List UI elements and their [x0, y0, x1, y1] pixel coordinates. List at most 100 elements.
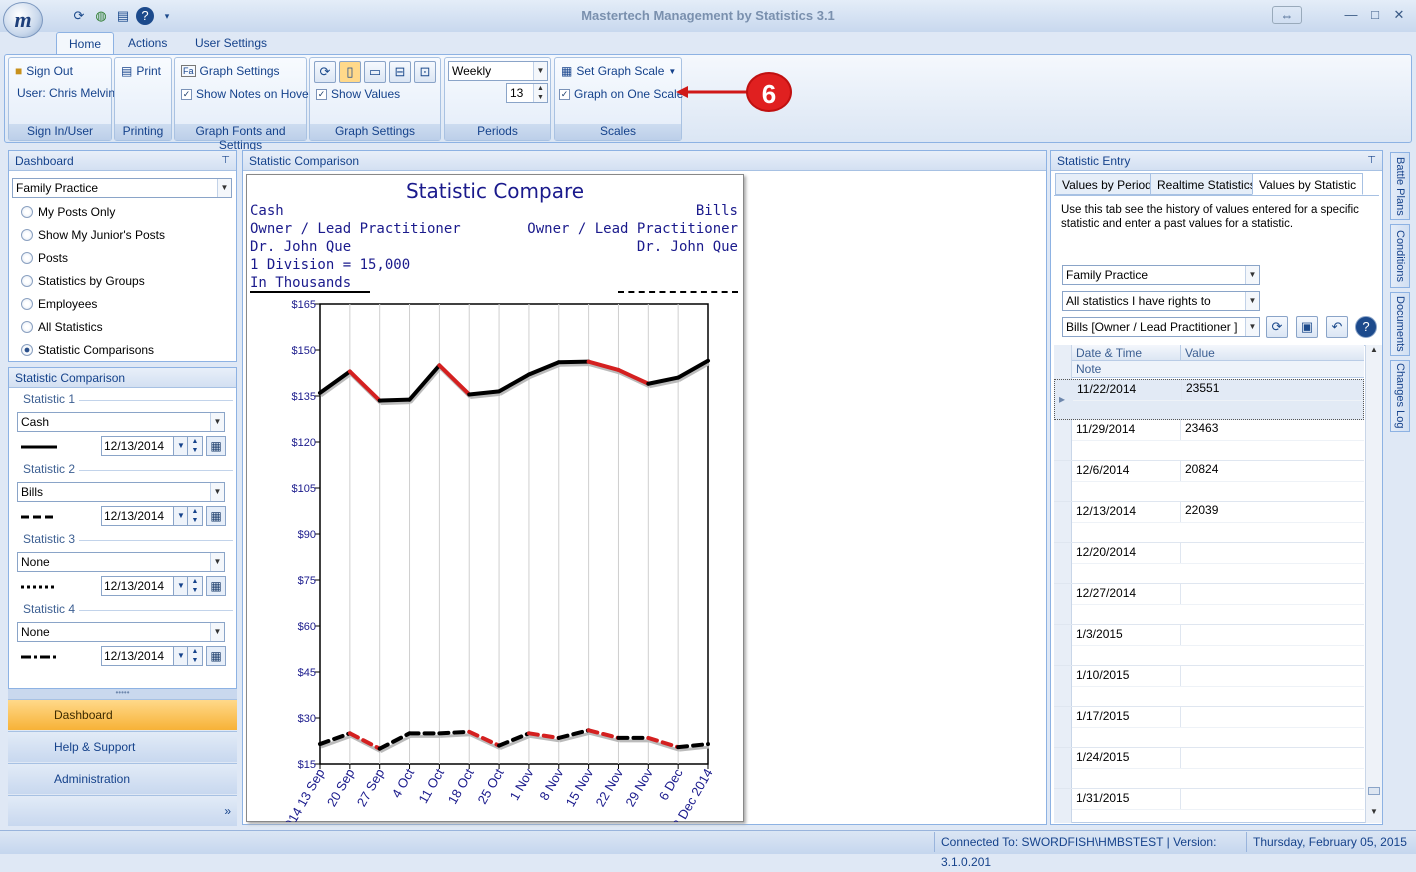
- cell-note[interactable]: [1072, 768, 1364, 769]
- calendar-icon[interactable]: ▦: [206, 436, 226, 456]
- scroll-up-icon[interactable]: ▲: [1370, 345, 1378, 354]
- show-values-checkbox[interactable]: ✓ Show Values: [316, 87, 401, 101]
- close-button[interactable]: ✕: [1393, 7, 1405, 22]
- cell-note[interactable]: [1072, 604, 1364, 605]
- undo-icon[interactable]: ↶: [1326, 316, 1348, 338]
- col-date[interactable]: Date & Time: [1076, 346, 1143, 360]
- dashboard-option-0[interactable]: My Posts Only: [21, 205, 115, 219]
- calendar-icon[interactable]: ▦: [206, 576, 226, 596]
- calendar-icon[interactable]: ▦: [206, 646, 226, 666]
- dashboard-option-4[interactable]: Employees: [21, 297, 97, 311]
- table-row[interactable]: 1/31/2015: [1054, 789, 1364, 830]
- table-row[interactable]: 1/10/2015: [1054, 666, 1364, 707]
- graph-settings-button[interactable]: Fa Graph Settings: [181, 64, 280, 78]
- maximize-button[interactable]: □: [1371, 7, 1379, 22]
- date-spinner-icon[interactable]: ▲ ▼: [187, 436, 203, 456]
- cell-value[interactable]: 23551: [1181, 380, 1219, 400]
- dashboard-option-6[interactable]: Statistic Comparisons: [21, 343, 154, 357]
- set-graph-scale-button[interactable]: ▦ Set Graph Scale ▼: [561, 64, 677, 78]
- split-page-icon[interactable]: ⊟: [389, 61, 411, 83]
- practice-select[interactable]: Family Practice ▼: [12, 178, 232, 198]
- table-row[interactable]: 11/29/2014 23463: [1054, 420, 1364, 461]
- period-count-stepper[interactable]: 13 ▲ ▼: [506, 83, 548, 103]
- cell-date[interactable]: 12/6/2014: [1076, 463, 1130, 477]
- cell-value[interactable]: [1180, 625, 1185, 645]
- cell-date[interactable]: 12/20/2014: [1076, 545, 1137, 559]
- nav-help-support[interactable]: Help & Support: [8, 731, 237, 762]
- tab-values-by-period[interactable]: Values by Period: [1055, 173, 1159, 195]
- date-field[interactable]: 12/13/2014: [101, 506, 175, 526]
- table-row[interactable]: 11/22/2014 23551 ▸: [1054, 379, 1364, 420]
- cell-note[interactable]: [1072, 440, 1364, 441]
- customize-dropdown-icon[interactable]: ▾: [164, 11, 170, 21]
- cell-value[interactable]: [1180, 584, 1185, 604]
- show-notes-checkbox[interactable]: ✓ Show Notes on Hover: [181, 87, 313, 101]
- cell-value[interactable]: 20824: [1180, 461, 1218, 481]
- table-row[interactable]: 12/6/2014 20824: [1054, 461, 1364, 502]
- splitter-handle[interactable]: •••••: [8, 689, 237, 699]
- statistic-select[interactable]: Cash ▼: [17, 412, 225, 432]
- refresh-icon[interactable]: ⟳: [1266, 316, 1288, 338]
- cell-date[interactable]: 12/27/2014: [1076, 586, 1137, 600]
- side-tab-changes-log[interactable]: Changes Log: [1390, 360, 1410, 432]
- restore-layout-icon[interactable]: ⇔: [1272, 6, 1302, 24]
- tab-actions[interactable]: Actions: [128, 36, 168, 50]
- statistic-select[interactable]: Bills ▼: [17, 482, 225, 502]
- table-row[interactable]: 1/24/2015: [1054, 748, 1364, 789]
- entry-practice-select[interactable]: Family Practice ▼: [1062, 265, 1260, 285]
- dashboard-option-5[interactable]: All Statistics: [21, 320, 103, 334]
- globe-icon[interactable]: ◍: [95, 8, 107, 23]
- refresh-graph-icon[interactable]: ⟳: [314, 61, 336, 83]
- entry-rights-select[interactable]: All statistics I have rights to ▼: [1062, 291, 1260, 311]
- cell-note[interactable]: [1072, 645, 1364, 646]
- date-field[interactable]: 12/13/2014: [101, 436, 175, 456]
- cell-value[interactable]: 22039: [1180, 502, 1218, 522]
- landscape-page-icon[interactable]: ▭: [364, 61, 386, 83]
- minimize-button[interactable]: —: [1344, 7, 1358, 22]
- tab-realtime-statistics[interactable]: Realtime Statistics: [1150, 173, 1263, 195]
- cell-date[interactable]: 1/3/2015: [1076, 627, 1123, 641]
- cell-date[interactable]: 11/29/2014: [1076, 422, 1136, 436]
- dashboard-option-2[interactable]: Posts: [21, 251, 68, 265]
- cell-date[interactable]: 1/24/2015: [1076, 750, 1130, 764]
- cell-value[interactable]: [1180, 543, 1185, 563]
- dashboard-option-3[interactable]: Statistics by Groups: [21, 274, 145, 288]
- tab-user-settings[interactable]: User Settings: [195, 36, 268, 50]
- table-row[interactable]: 12/13/2014 22039: [1054, 502, 1364, 543]
- chevron-double-right-icon[interactable]: »: [224, 804, 231, 818]
- cell-note[interactable]: [1073, 400, 1363, 401]
- scroll-thumb[interactable]: [1368, 787, 1380, 795]
- cell-note[interactable]: [1072, 563, 1364, 564]
- period-select[interactable]: Weekly ▼: [448, 61, 548, 81]
- table-row[interactable]: 1/3/2015: [1054, 625, 1364, 666]
- date-spinner-icon[interactable]: ▲ ▼: [187, 576, 203, 596]
- date-spinner-icon[interactable]: ▲ ▼: [187, 506, 203, 526]
- refresh-icon[interactable]: ⟳: [73, 8, 85, 23]
- statistic-select[interactable]: None ▼: [17, 552, 225, 572]
- statistic-select[interactable]: None ▼: [17, 622, 225, 642]
- table-row[interactable]: 1/17/2015: [1054, 707, 1364, 748]
- cell-date[interactable]: 1/17/2015: [1076, 709, 1130, 723]
- tab-values-by-statistic[interactable]: Values by Statistic: [1252, 173, 1364, 195]
- cell-note[interactable]: [1072, 809, 1364, 810]
- print-button[interactable]: ▤ Print: [121, 64, 162, 78]
- nav-dashboard[interactable]: Dashboard: [8, 699, 237, 730]
- pin-icon[interactable]: ⊤: [1367, 155, 1376, 166]
- cell-date[interactable]: 11/22/2014: [1077, 382, 1137, 396]
- side-tab-battle-plans[interactable]: Battle Plans: [1390, 152, 1410, 220]
- cell-value[interactable]: [1180, 666, 1185, 686]
- cell-note[interactable]: [1072, 522, 1364, 523]
- graph-one-scale-checkbox[interactable]: ✓ Graph on One Scale: [559, 87, 684, 101]
- pin-icon[interactable]: ⊤: [221, 155, 230, 166]
- scroll-down-icon[interactable]: ▼: [1370, 807, 1378, 816]
- calendar-icon[interactable]: ▦: [206, 506, 226, 526]
- date-field[interactable]: 12/13/2014: [101, 646, 175, 666]
- sign-out-button[interactable]: ■ Sign Out: [15, 64, 73, 78]
- date-spinner-icon[interactable]: ▲ ▼: [187, 646, 203, 666]
- date-field[interactable]: 12/13/2014: [101, 576, 175, 596]
- cell-note[interactable]: [1072, 481, 1364, 482]
- cell-note[interactable]: [1072, 686, 1364, 687]
- cell-note[interactable]: [1072, 727, 1364, 728]
- cell-date[interactable]: 1/10/2015: [1076, 668, 1130, 682]
- tab-home[interactable]: Home: [56, 32, 115, 54]
